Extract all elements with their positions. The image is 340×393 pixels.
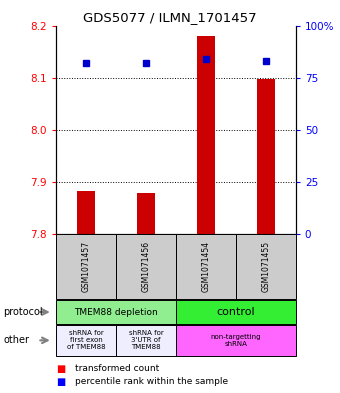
Bar — [77, 191, 95, 234]
Text: shRNA for
first exon
of TMEM88: shRNA for first exon of TMEM88 — [67, 331, 105, 350]
Text: control: control — [217, 307, 255, 317]
Text: transformed count: transformed count — [75, 364, 159, 373]
Text: shRNA for
3'UTR of
TMEM88: shRNA for 3'UTR of TMEM88 — [129, 331, 163, 350]
Text: GSM1071456: GSM1071456 — [141, 241, 151, 292]
Bar — [137, 193, 155, 234]
Text: TMEM88 depletion: TMEM88 depletion — [74, 308, 158, 316]
Text: GDS5077 / ILMN_1701457: GDS5077 / ILMN_1701457 — [83, 11, 257, 24]
Bar — [257, 79, 275, 234]
Text: GSM1071454: GSM1071454 — [201, 241, 210, 292]
Text: ■: ■ — [56, 377, 65, 387]
Text: GSM1071457: GSM1071457 — [82, 241, 90, 292]
Text: percentile rank within the sample: percentile rank within the sample — [75, 378, 228, 386]
Text: GSM1071455: GSM1071455 — [261, 241, 270, 292]
Text: protocol: protocol — [3, 307, 43, 317]
Text: ■: ■ — [56, 364, 65, 374]
Text: non-targetting
shRNA: non-targetting shRNA — [210, 334, 261, 347]
Text: other: other — [3, 335, 29, 345]
Bar — [197, 36, 215, 234]
